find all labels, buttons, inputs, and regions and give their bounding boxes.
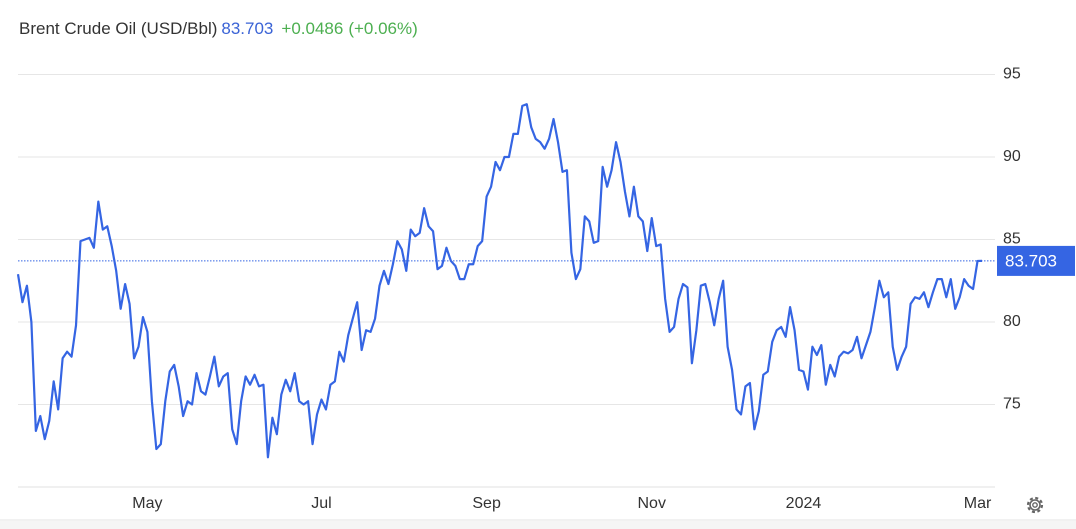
last-price-tag xyxy=(997,245,1075,276)
x-tick-label: May xyxy=(132,495,162,512)
y-tick-label: 90 xyxy=(1003,148,1021,165)
x-tick-label: Jul xyxy=(311,495,331,512)
x-tick-label: Sep xyxy=(472,495,501,512)
y-tick-label: 95 xyxy=(1003,66,1021,83)
footer-strip xyxy=(0,521,1076,529)
x-tick-label: 2024 xyxy=(786,495,822,512)
y-tick-label: 75 xyxy=(1003,396,1021,413)
chart-title: Brent Crude Oil (USD/Bbl) xyxy=(19,19,218,38)
x-tick-label: Mar xyxy=(964,495,992,512)
last-price-tag-label: 83.703 xyxy=(1005,251,1057,270)
header: Brent Crude Oil (USD/Bbl) 83.703 +0.0486 (+… xyxy=(19,19,418,39)
price-change: +0.0486 xyxy=(281,19,344,38)
y-tick-label: 80 xyxy=(1003,313,1021,330)
x-tick-label: Nov xyxy=(638,495,666,512)
last-price: 83.703 xyxy=(221,19,274,38)
price-change-percent: (+0.06%) xyxy=(348,19,418,38)
y-tick-label: 85 xyxy=(1003,231,1021,248)
price-line xyxy=(16,103,983,459)
settings-icon[interactable] xyxy=(1026,496,1044,514)
